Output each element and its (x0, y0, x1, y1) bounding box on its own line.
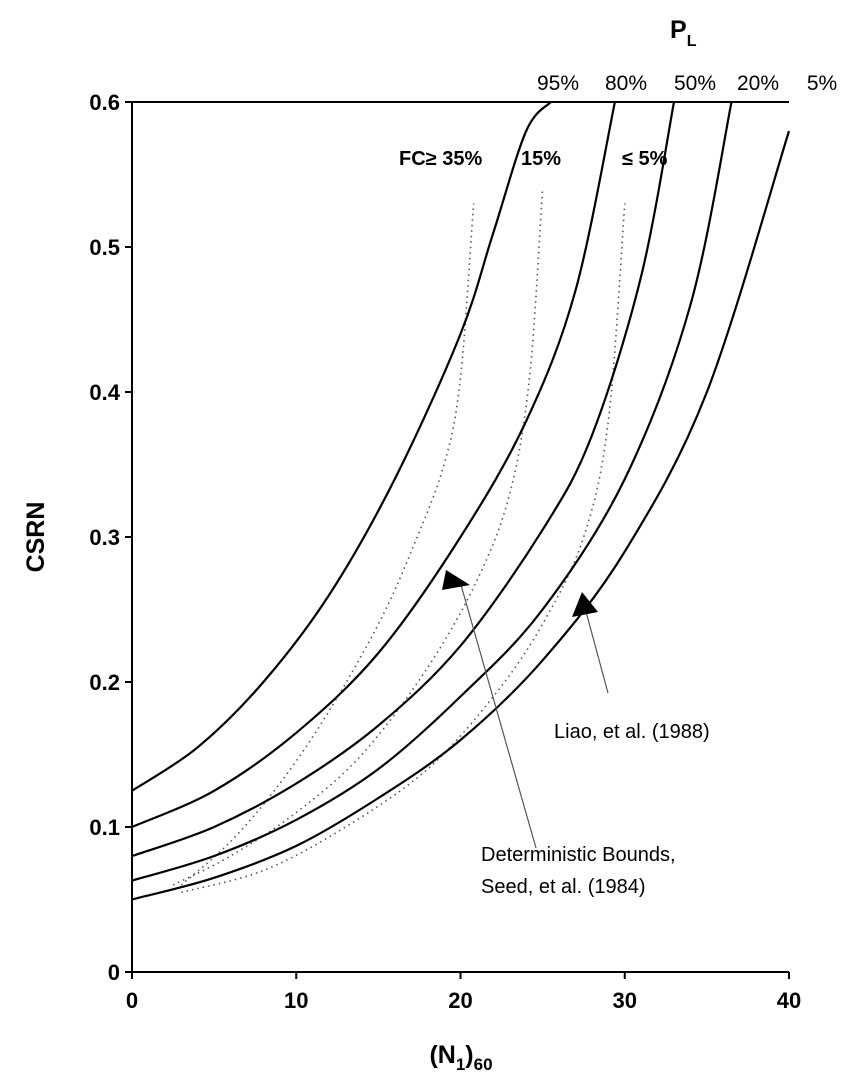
y-tick-label: 0.2 (89, 670, 120, 695)
fc-label-15: 15% (521, 148, 561, 170)
x-tick-label: 0 (126, 988, 138, 1013)
ticks: 0 10 20 30 40 0 0.1 0.2 0.3 0.4 0.5 0.6 (89, 90, 801, 1013)
fc-label-5: ≤ 5% (622, 148, 668, 170)
deterministic-bound-line (181, 203, 626, 894)
curve-labels: 95% 80% 50% 20% 5% (537, 72, 837, 95)
x-tick-label: 40 (777, 988, 801, 1013)
y-tick-label: 0.1 (89, 815, 120, 840)
deterministic-bound-line (172, 188, 544, 886)
probability-curve-label: 5% (807, 72, 837, 95)
probability-curve (131, 101, 676, 858)
liao-annotation: Liao, et al. (1988) (554, 721, 710, 743)
probability-curve-label: 95% (537, 72, 579, 95)
fc-label-35: FC≥ 35% (399, 148, 482, 170)
y-tick-label: 0.3 (89, 525, 120, 550)
x-tick-label: 10 (284, 988, 308, 1013)
probability-curve (131, 101, 552, 792)
x-axis-title-sub60: 60 (474, 1055, 493, 1074)
x-tick-label: 30 (613, 988, 637, 1013)
probability-curve-label: 50% (674, 72, 716, 95)
deterministic-bound-lines (172, 188, 626, 894)
seed-annotation-line1: Deterministic Bounds, (481, 844, 676, 866)
pl-header: PL (670, 16, 697, 50)
y-tick-label: 0.5 (89, 235, 120, 260)
seed-arrow-line (460, 584, 537, 849)
y-tick-label: 0.4 (89, 380, 120, 405)
y-axis-title: CSRN (22, 502, 50, 573)
x-axis-title-sub1: 1 (456, 1055, 465, 1074)
pl-header-main: P (670, 16, 687, 44)
seed-annotation-line2: Seed, et al. (1984) (481, 876, 646, 898)
liao-arrow-line (584, 607, 609, 694)
probability-curve-label: 20% (737, 72, 779, 95)
seed-arrowhead (442, 570, 470, 590)
pl-header-sub: L (687, 33, 697, 50)
x-tick-label: 20 (448, 988, 472, 1013)
y-tick-label: 0.6 (89, 90, 120, 115)
y-tick-label: 0 (108, 960, 120, 985)
probability-curve (131, 130, 791, 901)
deterministic-bound-line (180, 203, 475, 886)
liao-arrowhead (572, 592, 598, 617)
probability-curve-label: 80% (605, 72, 647, 95)
probability-curves (131, 101, 791, 901)
probability-curve (131, 101, 733, 882)
probability-curve (131, 101, 616, 829)
x-axis-title: (N1)60 (429, 1041, 492, 1074)
